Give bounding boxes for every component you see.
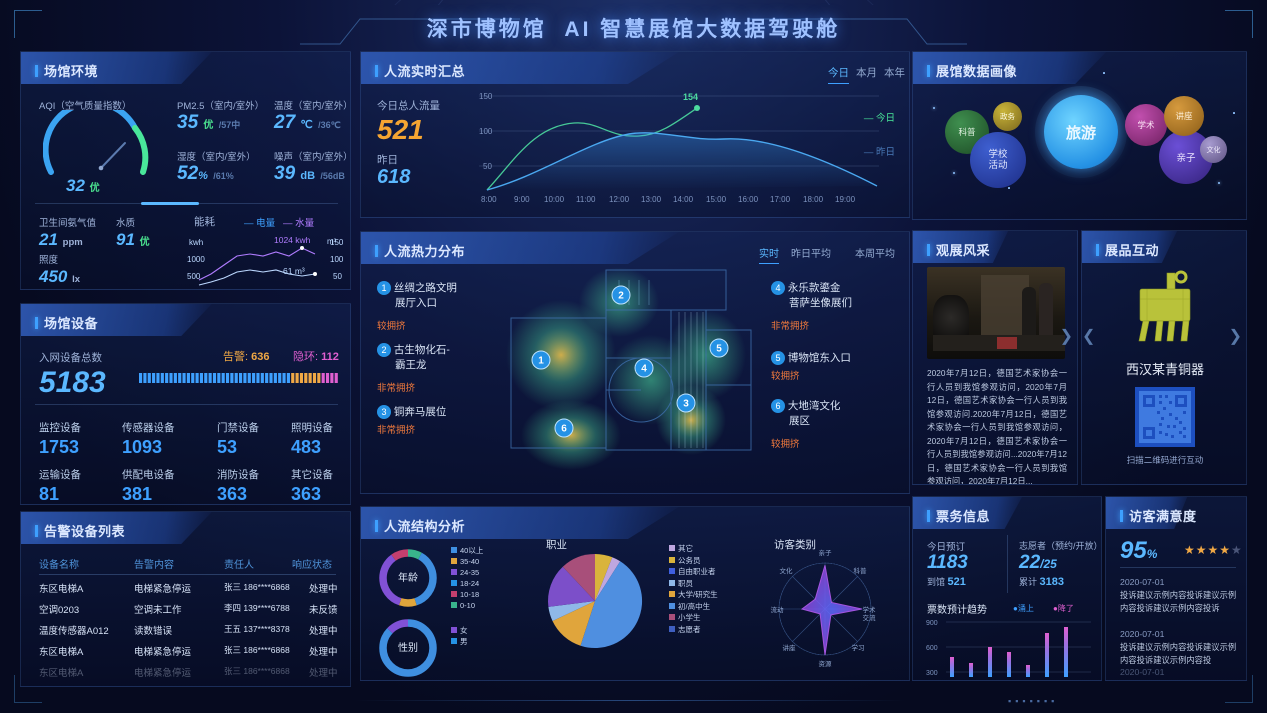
svg-text:16:00: 16:00	[738, 195, 759, 204]
svg-text:19:00: 19:00	[835, 195, 856, 204]
svg-text:5: 5	[716, 344, 722, 355]
svg-text:100: 100	[479, 127, 493, 136]
svg-text:流动: 流动	[771, 605, 785, 614]
svg-text:18:00: 18:00	[803, 195, 824, 204]
svg-text:交流: 交流	[863, 613, 877, 622]
svg-text:12:00: 12:00	[609, 195, 630, 204]
svg-text:6: 6	[561, 424, 567, 435]
svg-text:周三: 周三	[983, 680, 998, 681]
svg-text:学术: 学术	[863, 605, 877, 614]
svg-text:周五: 周五	[1021, 680, 1037, 681]
svg-text:10:00: 10:00	[544, 195, 565, 204]
svg-text:文化: 文化	[780, 566, 794, 575]
svg-text:3: 3	[683, 399, 689, 410]
svg-text:周二: 周二	[964, 680, 979, 681]
svg-text:1: 1	[538, 356, 544, 367]
svg-text:8:00: 8:00	[481, 195, 497, 204]
svg-text:4: 4	[641, 364, 647, 375]
svg-text:学习: 学习	[852, 643, 865, 652]
svg-text:11:00: 11:00	[576, 195, 596, 204]
svg-text:性别: 性别	[398, 641, 418, 654]
svg-text:50: 50	[483, 162, 492, 171]
svg-text:13:00: 13:00	[641, 195, 662, 204]
svg-text:讲座: 讲座	[783, 643, 797, 652]
svg-text:科普: 科普	[854, 566, 868, 575]
svg-text:周六: 周六	[1040, 679, 1056, 681]
svg-text:9:00: 9:00	[514, 195, 530, 204]
svg-text:周四: 周四	[1002, 680, 1017, 681]
svg-text:周日: 周日	[1059, 680, 1074, 681]
svg-text:2: 2	[618, 291, 624, 302]
svg-text:资源: 资源	[819, 659, 833, 667]
svg-text:15:00: 15:00	[706, 195, 727, 204]
svg-text:17:00: 17:00	[770, 195, 791, 204]
svg-text:150: 150	[479, 92, 493, 101]
svg-text:周一: 周一	[945, 680, 960, 681]
svg-text:900: 900	[926, 620, 938, 627]
svg-text:154: 154	[683, 92, 698, 102]
svg-text:300: 300	[926, 670, 938, 677]
svg-text:14:00: 14:00	[673, 195, 694, 204]
svg-text:亲子: 亲子	[819, 548, 833, 557]
svg-text:年龄: 年龄	[398, 571, 418, 584]
svg-text:600: 600	[926, 645, 938, 652]
